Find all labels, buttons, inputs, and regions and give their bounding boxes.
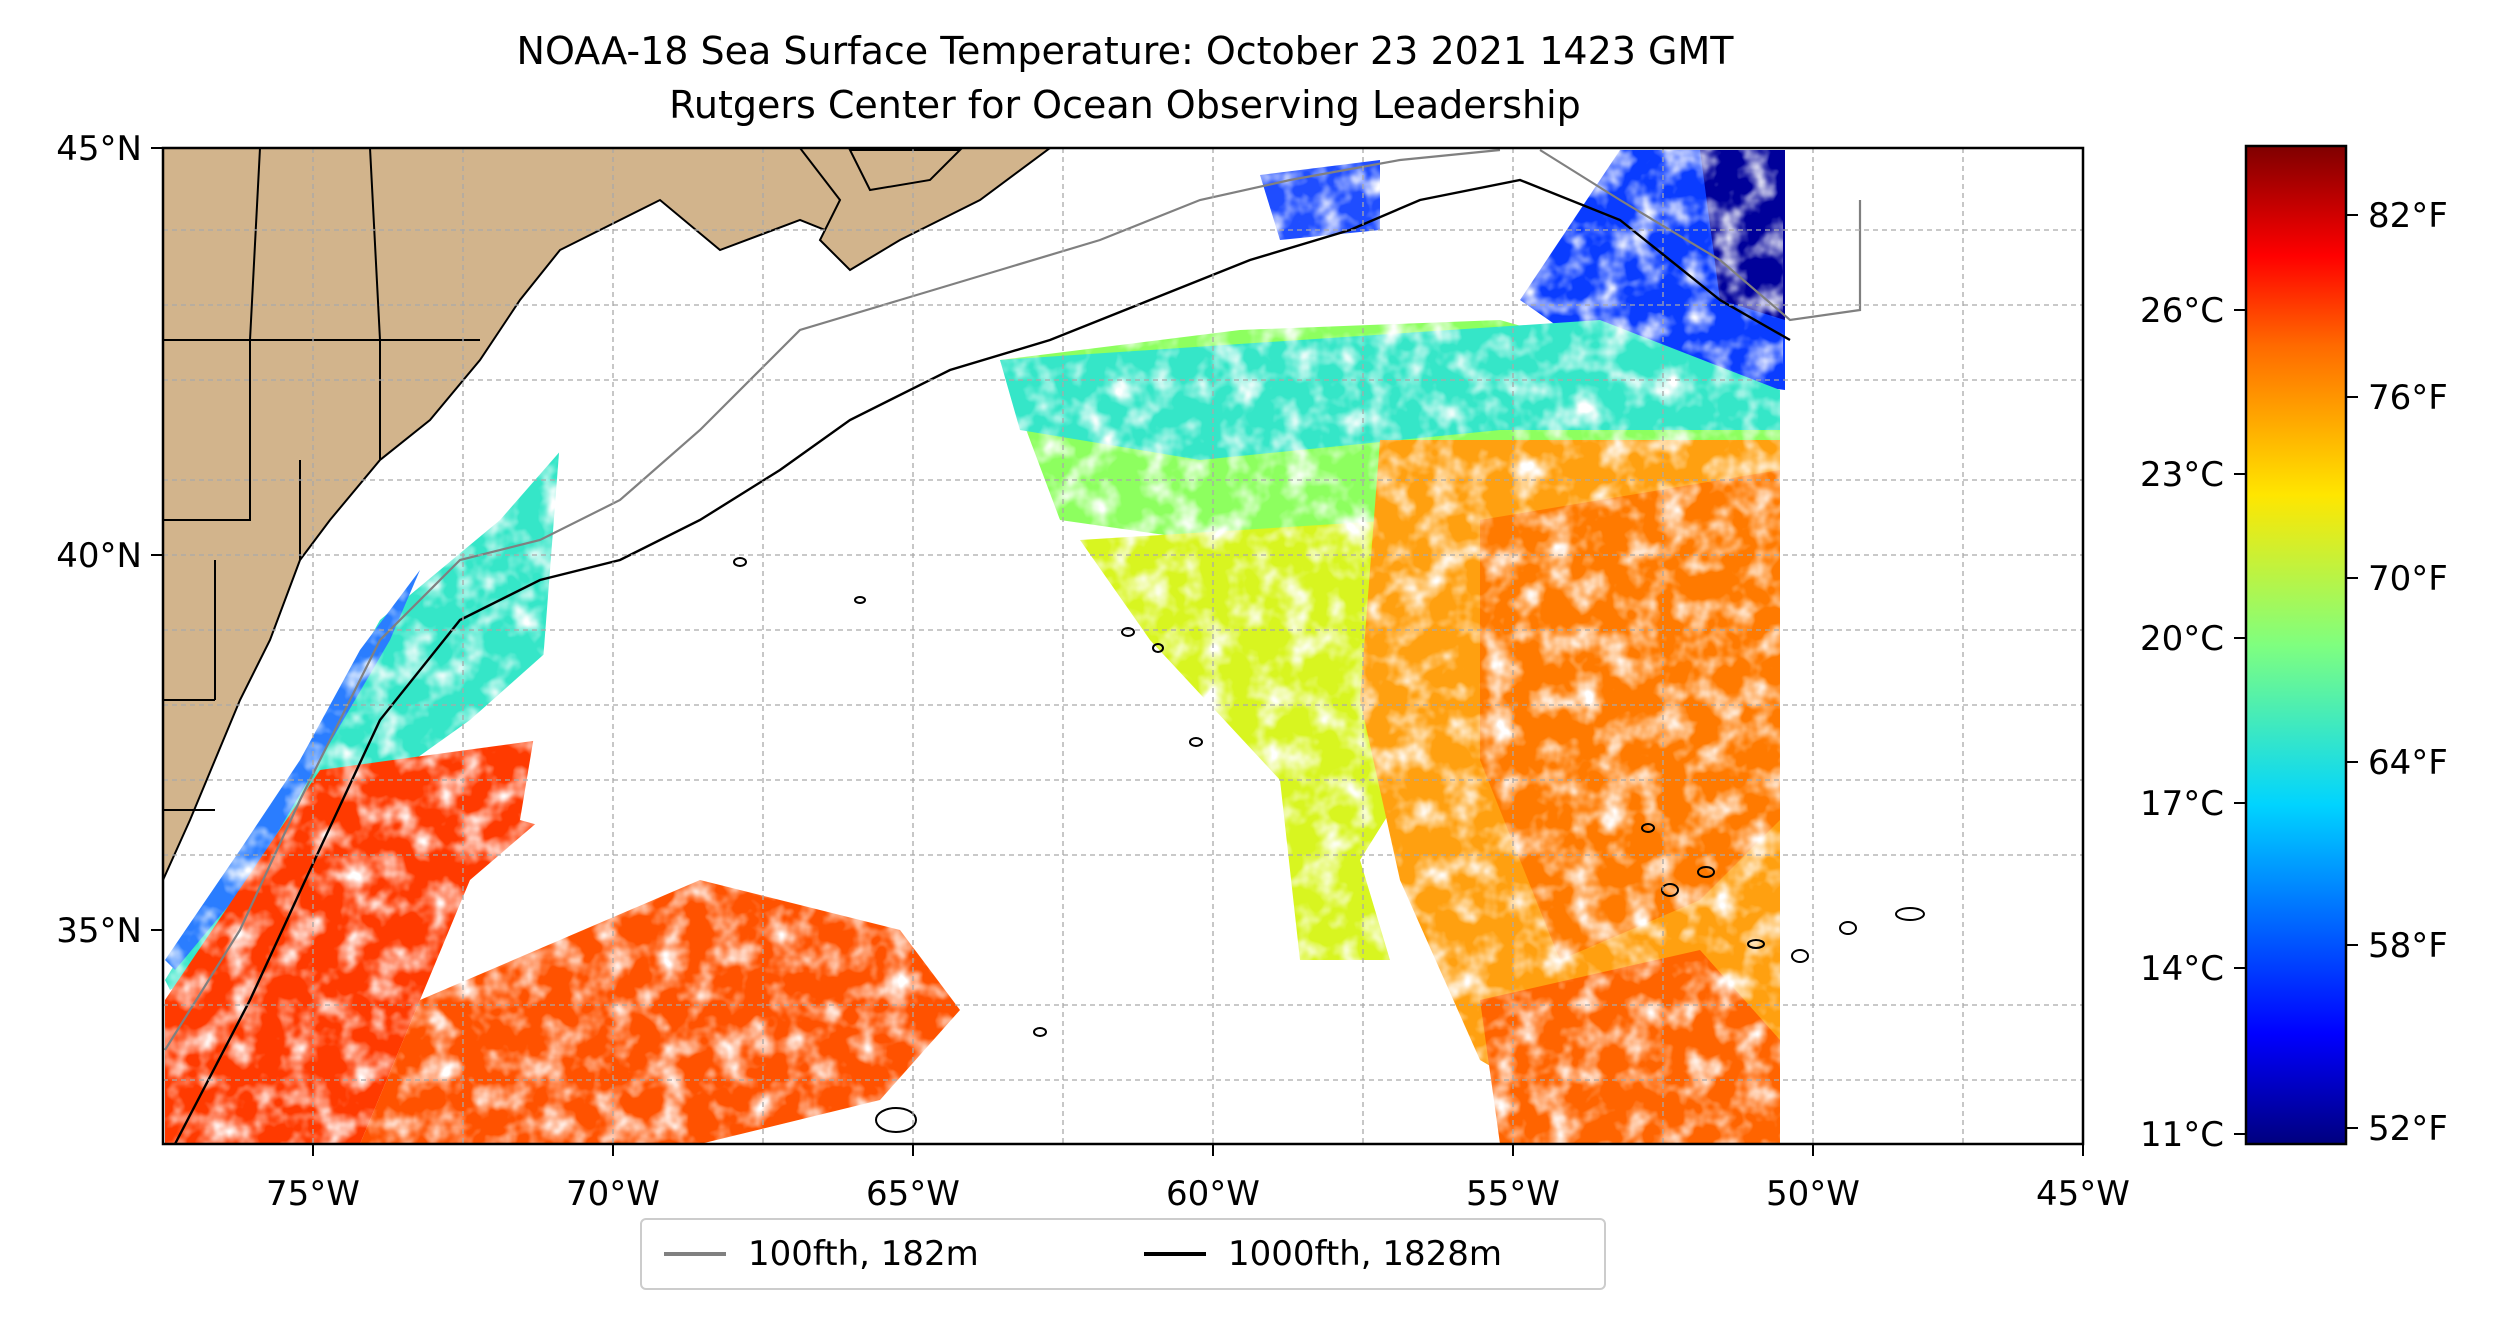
lon-tick-label: 75°W xyxy=(266,1174,360,1214)
lat-tick-label: 40°N xyxy=(56,536,142,576)
legend-swatch-100fth xyxy=(664,1252,726,1256)
colorbar-fahrenheit-ticks xyxy=(2346,214,2358,1129)
fahrenheit-tick-label: 58°F xyxy=(2368,926,2448,966)
map-frame xyxy=(161,146,2085,1146)
contour-100fth xyxy=(164,148,1862,1051)
map-ticks xyxy=(151,147,2084,1156)
legend-swatch-1000fth xyxy=(1144,1252,1206,1256)
fahrenheit-tick-label: 70°F xyxy=(2368,559,2448,599)
land-nova-scotia xyxy=(798,148,1052,272)
lon-tick-label: 60°W xyxy=(1166,1174,1260,1214)
colorbar-celsius-ticks xyxy=(2234,309,2246,1135)
seamount-contours xyxy=(733,557,1925,1133)
chart-subtitle: Rutgers Center for Ocean Observing Leade… xyxy=(669,83,1581,127)
legend-item-1000fth: 1000fth, 1828m xyxy=(1144,1234,1502,1274)
fahrenheit-tick-label: 52°F xyxy=(2368,1109,2448,1149)
chart-title: NOAA-18 Sea Surface Temperature: October… xyxy=(516,29,1734,73)
lon-tick-label: 50°W xyxy=(1766,1174,1860,1214)
fahrenheit-tick-label: 76°F xyxy=(2368,378,2448,418)
celsius-tick-label: 14°C xyxy=(2140,949,2224,989)
lon-tick-label: 55°W xyxy=(1466,1174,1560,1214)
celsius-tick-label: 26°C xyxy=(2140,291,2224,331)
fahrenheit-tick-label: 82°F xyxy=(2368,196,2448,236)
cloud-mask-central xyxy=(520,400,1240,1000)
celsius-tick-label: 11°C xyxy=(2140,1115,2224,1155)
lat-tick-label: 45°N xyxy=(56,129,142,169)
lat-tick-label: 35°N xyxy=(56,911,142,951)
graticule xyxy=(163,148,2083,1144)
legend-item-100fth: 100fth, 182m xyxy=(664,1234,979,1274)
celsius-tick-label: 23°C xyxy=(2140,455,2224,495)
land-cape-breton xyxy=(848,149,963,192)
lon-tick-label: 65°W xyxy=(866,1174,960,1214)
fahrenheit-tick-label: 64°F xyxy=(2368,743,2448,783)
state-borders xyxy=(163,148,480,811)
lat-tick-labels: 45°N 40°N 35°N xyxy=(56,129,142,951)
contour-1000fth xyxy=(173,178,1791,1144)
land-layer xyxy=(163,148,1052,881)
colorbar xyxy=(2244,144,2348,1146)
legend-label-1000fth: 1000fth, 1828m xyxy=(1228,1234,1503,1274)
lon-tick-label: 70°W xyxy=(566,1174,660,1214)
lon-tick-label: 45°W xyxy=(2036,1174,2130,1214)
celsius-tick-label: 17°C xyxy=(2140,784,2224,824)
legend: 100fth, 182m 1000fth, 1828m xyxy=(640,1218,1606,1290)
celsius-tick-label: 20°C xyxy=(2140,619,2224,659)
lon-tick-labels: 75°W 70°W 65°W 60°W 55°W 50°W 45°W xyxy=(266,1174,2130,1214)
legend-label-100fth: 100fth, 182m xyxy=(748,1234,979,1274)
